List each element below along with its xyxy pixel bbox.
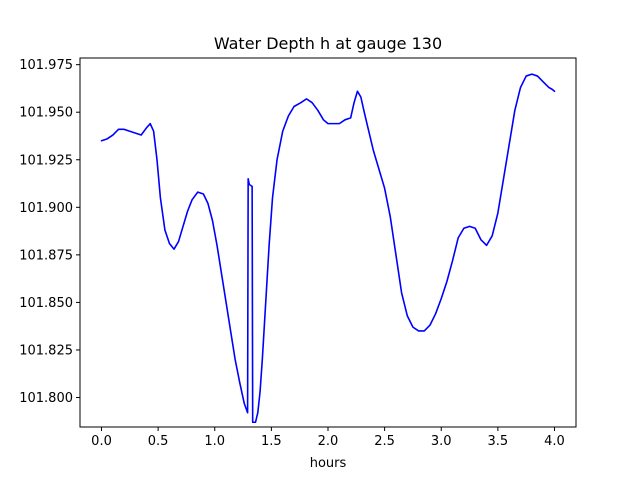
- x-tick-label: 3.0: [431, 434, 452, 449]
- y-tick-label: 101.975: [19, 58, 73, 73]
- y-tick-label: 101.950: [19, 106, 73, 121]
- y-tick-label: 101.800: [19, 391, 73, 406]
- x-tick-label: 1.5: [261, 434, 282, 449]
- x-tick-label: 4.0: [544, 434, 565, 449]
- y-tick-label: 101.900: [19, 201, 73, 216]
- series-layer: [100, 73, 556, 424]
- x-tick-label: 0.0: [91, 434, 112, 449]
- chart-title: Water Depth h at gauge 130: [214, 34, 442, 53]
- x-tick-label: 2.5: [374, 434, 395, 449]
- plot-area: 0.0 0.5 1.0 1.5 2.0 2.5 3.0 3.5 4.0 101.800101.8…: [19, 57, 577, 449]
- x-tick-label: 2.0: [318, 434, 339, 449]
- x-axis-label: hours: [310, 456, 347, 471]
- y-tick-label: 101.850: [19, 296, 73, 311]
- y-tick-label: 101.925: [19, 153, 73, 168]
- y-axis-ticks: 101.800 101.825 101.850 101.875 101.900 101.9…: [19, 58, 80, 406]
- series-line: [100, 73, 556, 424]
- x-tick-label: 1.0: [204, 434, 225, 449]
- x-tick-label: 3.5: [488, 434, 509, 449]
- x-tick-label: 0.5: [148, 434, 169, 449]
- y-tick-label: 101.825: [19, 343, 73, 358]
- y-tick-label: 101.875: [19, 248, 73, 263]
- x-axis-ticks: 0.0 0.5 1.0 1.5 2.0 2.5 3.0 3.5 4.0: [91, 427, 565, 449]
